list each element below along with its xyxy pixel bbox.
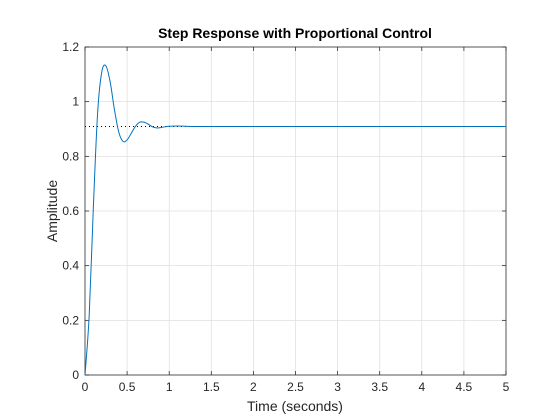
x-tick-label: 0	[82, 380, 89, 394]
y-tick-label: 0.8	[62, 149, 79, 163]
y-axis-label: Amplitude	[44, 180, 60, 242]
x-tick-label: 2	[250, 380, 257, 394]
y-tick-label: 0.2	[62, 313, 79, 327]
series	[84, 64, 506, 376]
y-tick-label: 0	[72, 368, 79, 382]
x-tick-label: 4	[418, 380, 425, 394]
x-tick-label: 4.5	[456, 380, 473, 394]
y-tick-label: 1.2	[62, 40, 79, 54]
x-tick-label: 3	[334, 380, 341, 394]
ticks: 0 0.5 1 1.5 2 2.5 3 3.5 4 4.5 5 0 0.2 0.4 0.6 0.8 1 1.2	[62, 40, 509, 394]
x-axis-label: Time (seconds)	[247, 398, 343, 414]
x-tick-label: 5	[503, 380, 510, 394]
y-tick-label: 0.4	[62, 259, 79, 273]
y-tick-label: 1	[72, 95, 79, 109]
chart-title: Step Response with Proportional Control	[158, 25, 432, 41]
step-response-line	[84, 64, 506, 376]
x-tick-label: 3.5	[371, 380, 388, 394]
y-tick-label: 0.6	[62, 204, 79, 218]
x-tick-label: 2.5	[287, 380, 304, 394]
x-tick-label: 0.5	[119, 380, 136, 394]
x-tick-label: 1	[166, 380, 173, 394]
grid	[84, 46, 507, 376]
x-tick-label: 1.5	[203, 380, 220, 394]
